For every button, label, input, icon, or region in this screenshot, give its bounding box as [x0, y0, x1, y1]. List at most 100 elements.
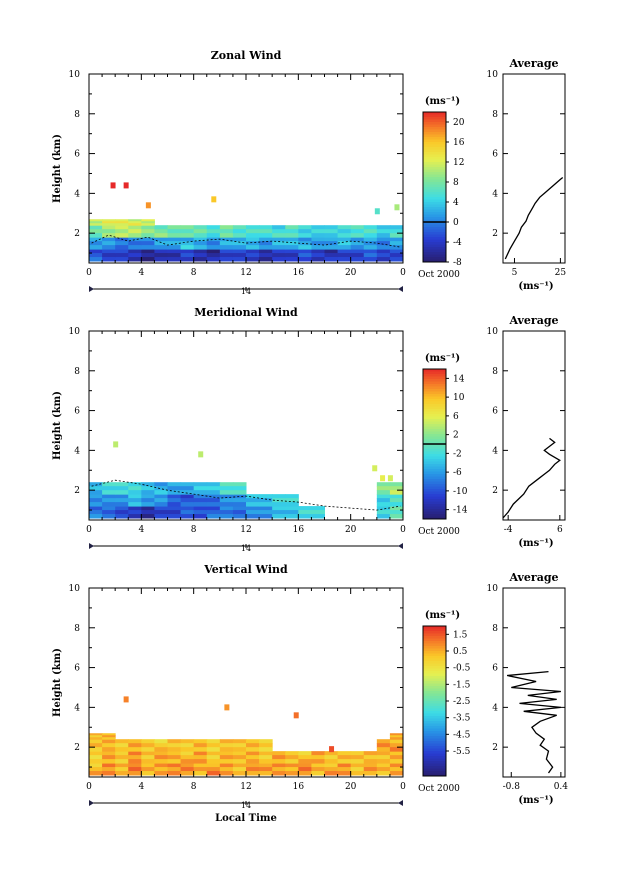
colorbar-tick-label: 4 — [453, 198, 459, 208]
colorbar-segment — [423, 499, 446, 502]
heatmap-cell — [154, 751, 168, 756]
heatmap-cell — [128, 233, 142, 238]
heatmap-cell — [376, 514, 391, 519]
heatmap-cell — [298, 253, 312, 258]
colorbar-segment — [423, 164, 446, 168]
heatmap-cell — [337, 755, 352, 760]
colorbar-segment — [423, 514, 446, 517]
heatmap-cell — [389, 233, 404, 238]
heatmap-cell — [350, 771, 365, 776]
heatmap-cell — [259, 506, 273, 511]
heatmap-cell — [376, 763, 391, 768]
heatmap-cell — [102, 245, 116, 250]
heatmap-cell — [206, 486, 221, 491]
heatmap-cell — [154, 249, 168, 254]
heatmap-cell — [193, 751, 208, 756]
colorbar-segment — [423, 247, 446, 250]
heatmap-cell — [154, 514, 168, 519]
colorbar-segment — [423, 401, 446, 405]
heatmap-cell — [376, 755, 391, 760]
colorbar-segment — [423, 643, 446, 647]
colorbar-tick-label: -10 — [453, 487, 468, 497]
heatmap-cell — [324, 771, 339, 776]
contour-line — [91, 479, 401, 511]
heatmap-cell — [141, 743, 155, 748]
colorbar-segment — [423, 459, 446, 462]
colorbar-segment — [423, 177, 446, 180]
heatmap-cell — [219, 514, 234, 519]
heatmap-cell — [115, 490, 129, 495]
heatmap-cell — [259, 739, 273, 744]
average-x-tick-label: -4 — [504, 525, 513, 535]
heatmap-cell — [167, 502, 182, 507]
colorbar-segment — [423, 421, 446, 425]
heatmap-cell — [89, 737, 103, 740]
heatmap-cell — [232, 233, 247, 238]
colorbar-segment — [423, 678, 446, 682]
heatmap-cell — [89, 755, 103, 760]
y-tick-label: 2 — [74, 229, 80, 239]
heatmap-cell — [154, 233, 168, 238]
heatmap-cell — [89, 237, 103, 242]
average-x-label: (ms⁻¹) — [518, 281, 553, 292]
heatmap-cell — [102, 490, 116, 495]
heatmap-cell — [167, 739, 182, 744]
heatmap-cell — [128, 249, 142, 254]
y-tick-label: 2 — [74, 743, 80, 753]
colorbar-segment — [423, 439, 446, 442]
heatmap-patch — [123, 696, 129, 703]
colorbar-segment — [423, 484, 446, 487]
heatmap-cell — [376, 233, 391, 238]
heatmap-cell — [350, 763, 365, 768]
colorbar-segment — [423, 396, 446, 400]
colorbar-segment — [423, 671, 446, 674]
y-axis-label: Height (km) — [52, 648, 63, 717]
heatmap-cell — [324, 233, 339, 238]
heatmap-cell — [193, 225, 208, 230]
y-axis-label: Height (km) — [52, 391, 63, 460]
average-y-tick-label: 10 — [487, 70, 499, 80]
heatmap-cell — [193, 755, 208, 760]
heatmap-cell — [337, 253, 352, 258]
heatmap-cell — [219, 253, 234, 258]
heatmap-cell — [167, 257, 182, 262]
heatmap-cell — [298, 755, 312, 760]
colorbar-segment — [423, 723, 446, 727]
colorbar-segment — [423, 461, 446, 465]
heatmap-cell — [154, 755, 168, 760]
heatmap-cell — [232, 225, 247, 230]
colorbar-segment — [423, 651, 446, 654]
heatmap-cell — [89, 253, 103, 258]
heatmap-cell — [350, 249, 365, 254]
heatmap-cell — [259, 229, 273, 234]
heatmap-cell — [102, 219, 116, 222]
heatmap-cell — [389, 498, 404, 503]
heatmap-patch — [198, 451, 204, 458]
heatmap-cell — [324, 253, 339, 258]
heatmap-cell — [102, 241, 116, 246]
heatmap-cell — [246, 502, 260, 507]
heatmap-cell — [89, 743, 103, 748]
heatmap-cell — [337, 763, 352, 768]
heatmap-cell — [219, 237, 234, 242]
heatmap-cell — [102, 221, 116, 224]
day-label: 14 — [241, 287, 251, 296]
colorbar-segment — [423, 212, 446, 215]
heatmap-cell — [193, 245, 208, 250]
heatmap-cell — [232, 771, 247, 776]
heatmap-cell — [246, 755, 260, 760]
colorbar-segment — [423, 641, 446, 644]
heatmap-cell — [285, 237, 299, 242]
heatmap-cell — [259, 743, 273, 748]
colorbar-segment — [423, 646, 446, 649]
heatmap-cell — [219, 510, 234, 515]
heatmap-cell — [219, 751, 234, 756]
heatmap-cell — [337, 229, 352, 234]
heatmap-cell — [350, 225, 365, 230]
heatmap-cell — [141, 233, 155, 238]
heatmap-cell — [154, 257, 168, 262]
heatmap-cell — [89, 759, 103, 764]
heatmap-cell — [285, 771, 299, 776]
heatmap-cell — [219, 506, 234, 511]
heatmap-cell — [285, 253, 299, 258]
